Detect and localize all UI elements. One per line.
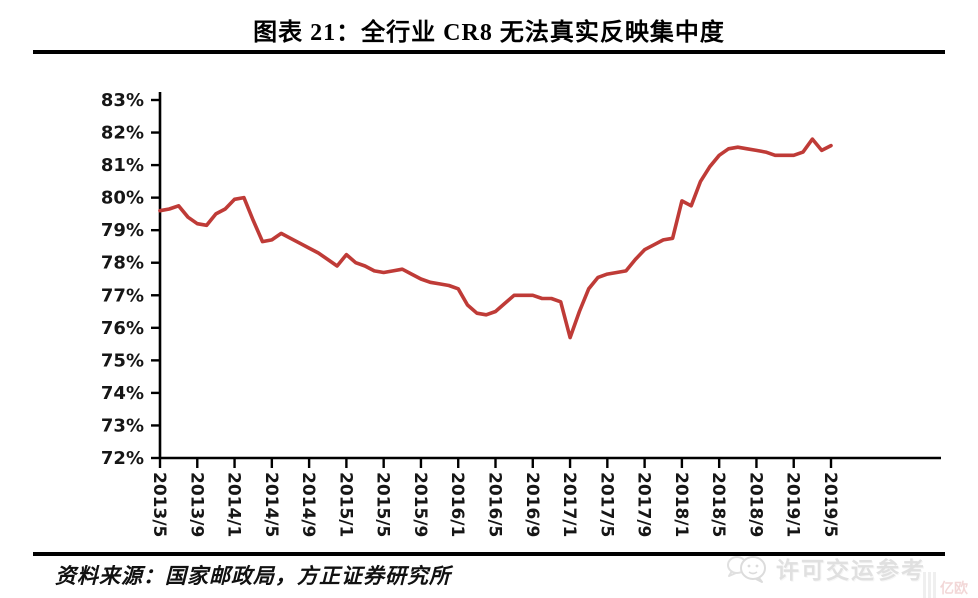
x-axis-tick-label: 2017/5 <box>596 472 616 537</box>
cr8-series-line <box>158 137 833 340</box>
chart-canvas: 83%82%81%80%79%78%77%76%75%74%73%72%2013… <box>101 90 941 537</box>
y-axis-tick-label: 73% <box>101 415 144 436</box>
x-axis-tick-label: 2015/9 <box>410 472 430 537</box>
x-axis-tick-label: 2015/5 <box>373 472 393 537</box>
corner-logo-text: 亿欧 <box>940 580 968 596</box>
footer-divider <box>33 552 945 556</box>
x-axis-tick-label: 2017/9 <box>634 472 654 537</box>
y-axis-tick-label: 83% <box>101 90 144 111</box>
y-axis-tick-label: 82% <box>101 123 144 144</box>
x-axis-tick-label: 2018/1 <box>671 472 691 537</box>
x-axis-tick-label: 2014/5 <box>261 472 281 537</box>
x-axis-tick-label: 2013/5 <box>149 472 169 537</box>
y-axis-tick-label: 76% <box>101 318 144 339</box>
y-axis-tick-label: 77% <box>101 285 144 306</box>
x-axis-tick-label: 2018/5 <box>708 472 728 537</box>
x-axis-tick-label: 2014/9 <box>298 472 318 537</box>
x-axis-tick-label: 2013/9 <box>186 472 206 537</box>
x-axis-tick-label: 2019/1 <box>783 472 803 537</box>
y-axis-tick-label: 75% <box>101 350 144 371</box>
y-axis-tick-label: 78% <box>101 253 144 274</box>
x-axis-tick-label: 2016/9 <box>522 472 542 537</box>
x-axis-tick-label: 2015/1 <box>335 472 355 537</box>
y-axis-tick-label: 80% <box>101 188 144 209</box>
title-divider <box>33 50 945 54</box>
x-axis-tick-label: 2018/9 <box>745 472 765 537</box>
y-axis-tick-label: 81% <box>101 155 144 176</box>
wechat-bubbles-icon <box>727 556 766 583</box>
x-axis-tick-label: 2016/1 <box>447 472 467 537</box>
x-axis-tick-label: 2016/5 <box>485 472 505 537</box>
chart-title: 图表 21：全行业 CR8 无法真实反映集中度 <box>253 20 725 46</box>
x-axis-tick-label: 2017/1 <box>559 472 579 537</box>
y-axis-tick-label: 72% <box>101 448 144 469</box>
y-axis-tick-label: 74% <box>101 383 144 404</box>
x-axis-tick-label: 2019/5 <box>820 472 840 537</box>
y-axis-tick-label: 79% <box>101 220 144 241</box>
watermark: 许可交运参考 <box>726 551 926 585</box>
corner-logo-bars-icon <box>923 572 936 598</box>
watermark-text: 许可交运参考 <box>776 557 926 583</box>
x-axis-tick-label: 2014/1 <box>224 472 244 537</box>
source-note: 资料来源：国家邮政局，方正证券研究所 <box>55 564 451 588</box>
corner-logo: 亿欧 <box>923 572 968 598</box>
